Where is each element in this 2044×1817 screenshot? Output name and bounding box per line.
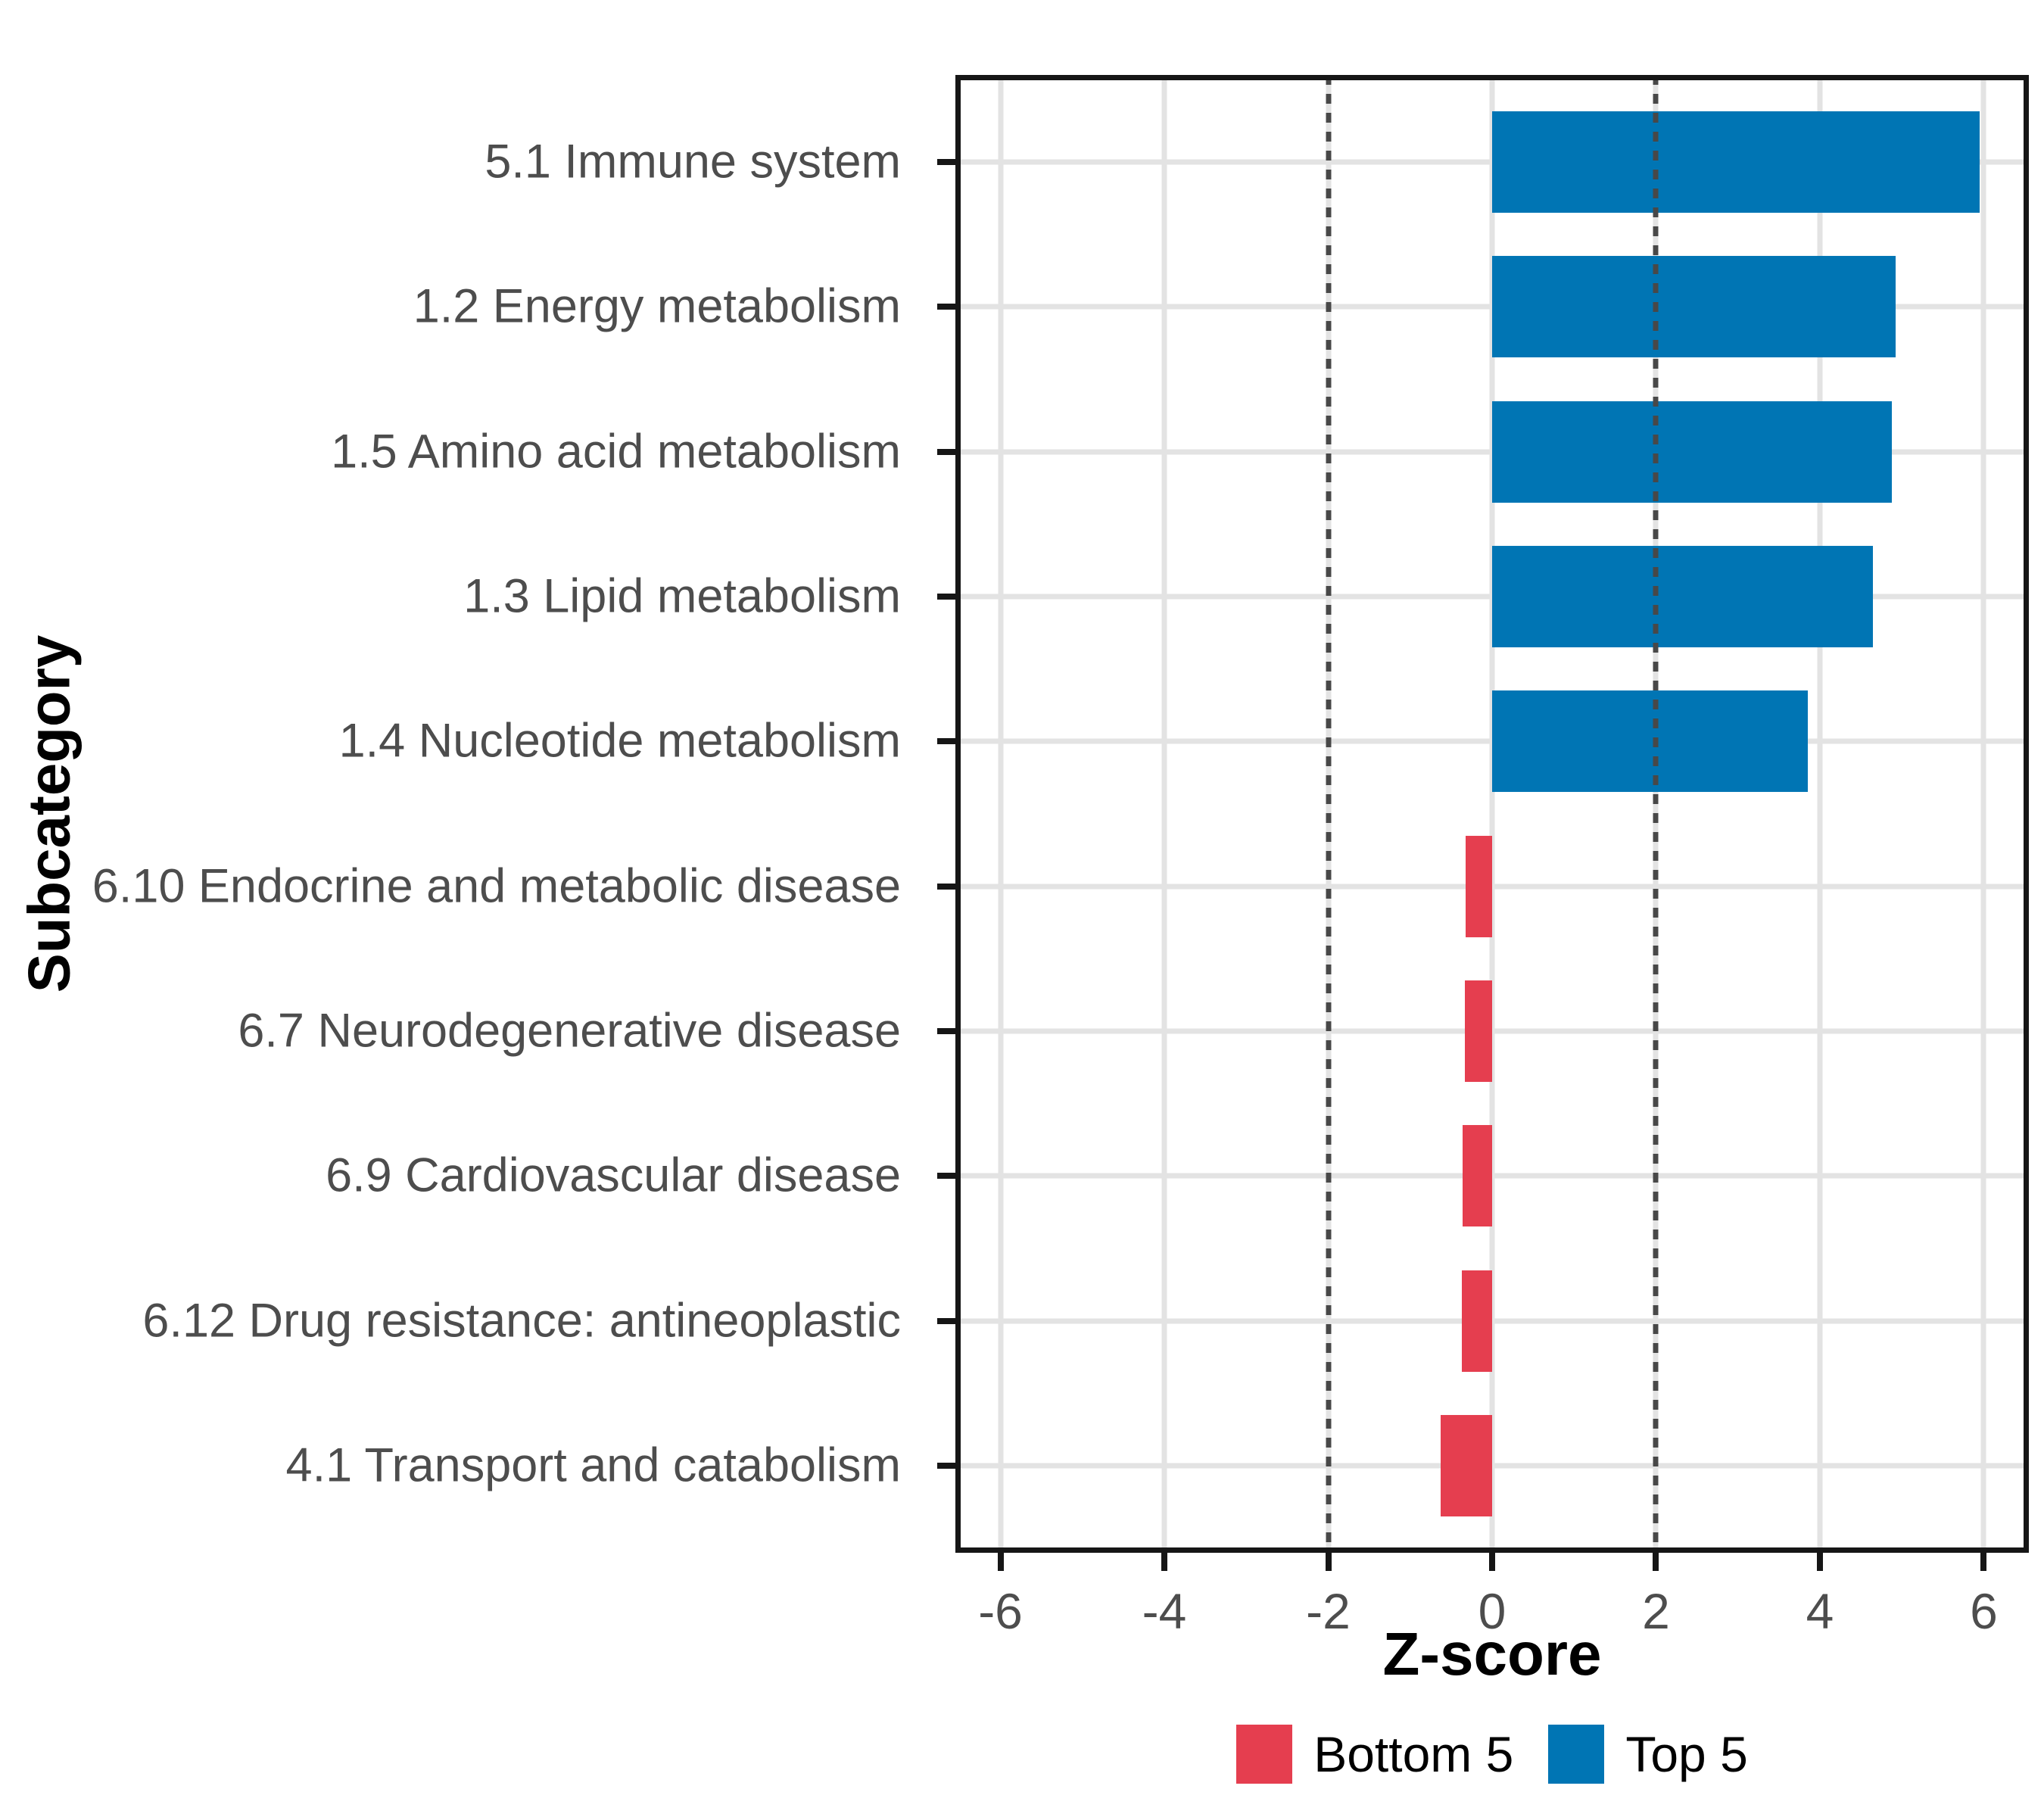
y-tick: [937, 593, 955, 600]
y-axis: 5.1 Immune system 1.2 Energy metabolism 1.…: [0, 75, 955, 1553]
y-tick: [937, 448, 955, 455]
bar: [1492, 690, 1808, 793]
x-tick: [1816, 1553, 1823, 1571]
category-label: 5.1 Immune system: [485, 135, 901, 189]
bar: [1492, 400, 1893, 503]
legend: Bottom 5 Top 5: [955, 1720, 2029, 1788]
bar: [1461, 1270, 1492, 1372]
y-tick: [937, 1317, 955, 1324]
legend-key-swatch: [1548, 1725, 1605, 1784]
legend-label: Bottom 5: [1313, 1726, 1514, 1782]
x-axis-title: Z-score: [1382, 1620, 1602, 1688]
bar: [1466, 835, 1492, 937]
x-tick: [997, 1553, 1004, 1571]
x-tick-label: 0: [1478, 1583, 1507, 1639]
legend-key-swatch: [1236, 1725, 1293, 1784]
category-label: 1.4 Nucleotide metabolism: [338, 714, 901, 768]
h-gridline: [955, 1173, 2029, 1179]
reference-line: [1653, 75, 1659, 1553]
category-label: 6.9 Cardiovascular disease: [326, 1148, 901, 1202]
y-tick: [937, 1028, 955, 1035]
v-gridline: [1980, 75, 1986, 1553]
x-tick: [1161, 1553, 1168, 1571]
x-tick-label: 6: [1970, 1583, 1998, 1639]
v-gridline: [998, 75, 1004, 1553]
y-tick: [937, 158, 955, 165]
legend-item: Top 5: [1548, 1725, 1748, 1784]
h-gridline: [955, 884, 2029, 890]
plot-panel: [955, 75, 2029, 1553]
y-tick: [937, 883, 955, 890]
bar: [1492, 545, 1874, 647]
y-tick: [937, 1463, 955, 1469]
y-tick: [937, 1173, 955, 1180]
x-tick-label: 2: [1642, 1583, 1670, 1639]
x-tick: [1489, 1553, 1495, 1571]
category-label: 6.10 Endocrine and metabolic disease: [92, 859, 901, 913]
legend-label: Top 5: [1625, 1726, 1748, 1782]
category-label: 1.3 Lipid metabolism: [463, 569, 901, 623]
bar: [1492, 256, 1896, 358]
legend-item: Bottom 5: [1236, 1725, 1513, 1784]
y-tick: [937, 738, 955, 745]
x-tick: [1980, 1553, 1987, 1571]
y-tick: [937, 304, 955, 310]
category-label: 1.2 Energy metabolism: [413, 279, 901, 333]
h-gridline: [955, 1463, 2029, 1469]
x-tick-label: -6: [978, 1583, 1023, 1639]
h-gridline: [955, 1028, 2029, 1034]
bar: [1492, 111, 1980, 213]
bar: [1465, 980, 1492, 1083]
x-axis: -6 -4 -2 0 2 4 6: [955, 1553, 2029, 1674]
category-label: 1.5 Amino acid metabolism: [331, 425, 901, 478]
x-tick-label: -2: [1306, 1583, 1351, 1639]
x-tick-label: 4: [1806, 1583, 1834, 1639]
h-gridline: [955, 1318, 2029, 1324]
x-tick: [1325, 1553, 1332, 1571]
bar: [1463, 1125, 1492, 1227]
reference-line: [1326, 75, 1331, 1553]
bar: [1440, 1415, 1492, 1517]
x-tick: [1653, 1553, 1659, 1571]
category-label: 6.7 Neurodegenerative disease: [238, 1004, 901, 1058]
category-label: 4.1 Transport and catabolism: [285, 1438, 901, 1492]
category-label: 6.12 Drug resistance: antineoplastic: [142, 1294, 901, 1348]
v-gridline: [1489, 75, 1495, 1553]
x-tick-label: -4: [1142, 1583, 1187, 1639]
v-gridline: [1817, 75, 1823, 1553]
v-gridline: [1161, 75, 1167, 1553]
